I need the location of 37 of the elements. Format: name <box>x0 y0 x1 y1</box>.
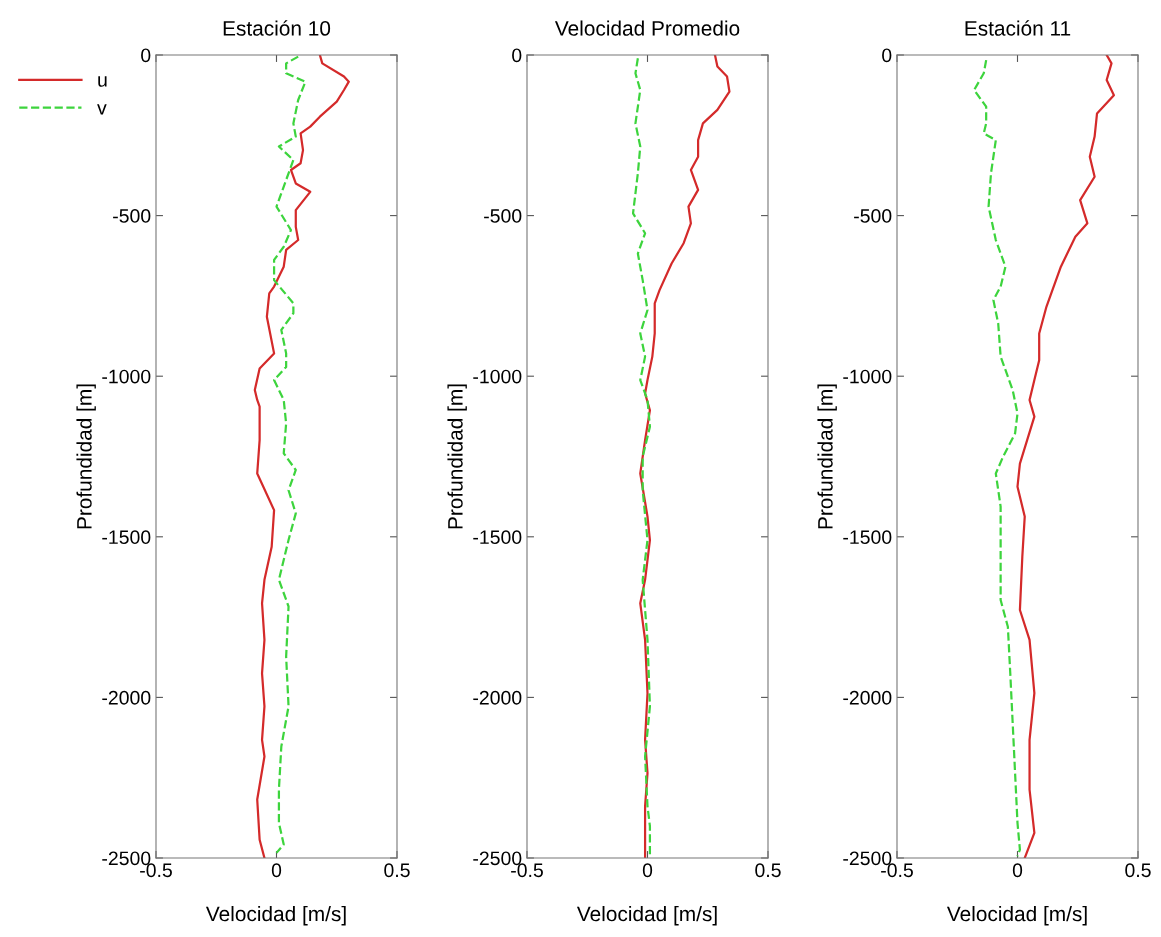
x-axis-title: Velocidad [m/s] <box>205 905 346 926</box>
y-axis-title: Profundidad [m] <box>447 384 467 529</box>
chart-title: Velocidad Promedio <box>554 20 740 36</box>
y-tick-label: -1500 <box>473 530 522 545</box>
x-tick-label: 0 <box>642 863 653 878</box>
y-tick-label: -500 <box>113 209 151 223</box>
chart-title: Estación 10 <box>223 20 331 36</box>
y-tick-label: 0 <box>882 48 892 63</box>
x-tick-label: 0.5 <box>1125 863 1151 878</box>
legend-label: v <box>97 104 107 115</box>
y-tick-label: -1500 <box>843 530 892 545</box>
y-tick-label: -500 <box>484 209 522 223</box>
y-tick-label: -1000 <box>473 369 522 384</box>
y-axis-title: Profundidad [m] <box>817 384 837 529</box>
chart-title: Estación 11 <box>965 20 1071 36</box>
y-tick-label: -2000 <box>473 690 522 705</box>
line-series <box>272 55 307 854</box>
y-tick-label: 0 <box>512 48 522 63</box>
y-axis-title: Profundidad [m] <box>76 384 96 529</box>
x-axis-title: Velocidad [m/s] <box>946 905 1087 926</box>
y-tick-label: -2000 <box>843 690 892 705</box>
y-tick-label: -1500 <box>102 530 151 545</box>
y-tick-label: -1000 <box>102 369 151 384</box>
y-tick-label: 0 <box>141 48 151 63</box>
line-series <box>253 55 350 858</box>
y-tick-label: -2000 <box>102 690 151 705</box>
y-tick-label: -1000 <box>843 369 892 384</box>
legend-label: u <box>98 76 107 87</box>
x-tick-label: 0.5 <box>384 863 410 878</box>
x-axis-title: Velocidad [m/s] <box>576 905 717 926</box>
x-tick-label: 0.5 <box>755 863 781 878</box>
line-series <box>1016 55 1116 858</box>
x-tick-label: 0 <box>1012 863 1023 878</box>
y-tick-label: -500 <box>854 209 892 223</box>
x-tick-label: 0 <box>271 863 282 878</box>
line-series <box>639 55 731 858</box>
line-series <box>973 59 1022 858</box>
